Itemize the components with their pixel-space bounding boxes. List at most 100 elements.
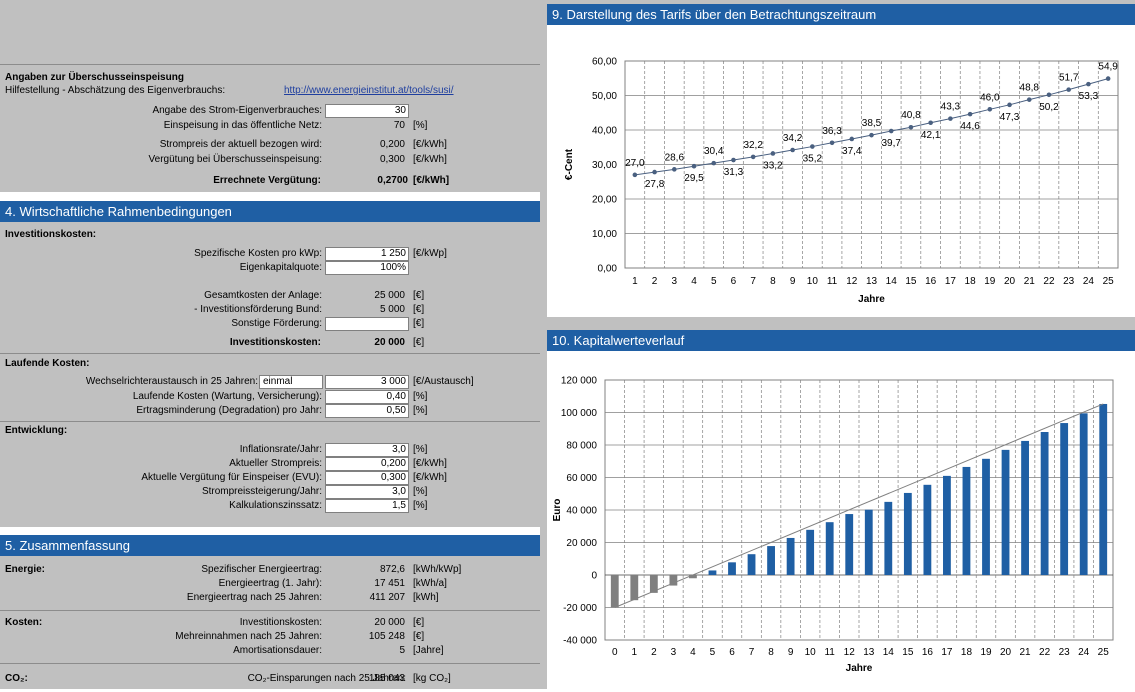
- field-value: 0,200: [379, 139, 405, 150]
- section5-panel: [0, 556, 540, 689]
- data-point: [987, 107, 993, 112]
- x-tick-label: 17: [945, 276, 957, 287]
- bar: [649, 575, 658, 593]
- field-input[interactable]: 1 250: [325, 247, 409, 261]
- field-label: Spezifische Kosten pro kWp:: [194, 248, 322, 259]
- help-link[interactable]: http://www.energieinstitut.at/tools/susi…: [284, 85, 454, 96]
- field-unit: [€]: [413, 304, 425, 315]
- data-point: [849, 136, 855, 142]
- field-unit: [%]: [413, 444, 428, 455]
- data-label: 48,8: [1020, 83, 1040, 94]
- bar: [903, 492, 912, 575]
- x-tick-label: 14: [886, 276, 898, 287]
- field-input[interactable]: 0,40: [325, 390, 409, 404]
- field-input[interactable]: [325, 317, 409, 331]
- data-point: [770, 151, 776, 156]
- field-unit: [Jahre]: [413, 645, 444, 656]
- trend-line: [614, 403, 1104, 608]
- inverter-label: Wechselrichteraustausch in 25 Jahren:: [85, 376, 258, 387]
- divider: [0, 610, 540, 611]
- bar: [1079, 413, 1088, 575]
- inverter-value[interactable]: 3 000: [325, 375, 409, 389]
- field-value: 872,6: [379, 564, 405, 575]
- field-input[interactable]: 30: [325, 104, 409, 118]
- data-label: 44,6: [960, 121, 980, 132]
- field-value: 411 207: [369, 592, 405, 603]
- data-label: 37,4: [842, 146, 862, 157]
- x-tick-label: 9: [788, 647, 794, 658]
- data-label: 43,3: [941, 102, 961, 113]
- field-unit: [€/kWp]: [413, 248, 447, 259]
- x-tick-label: 21: [1024, 276, 1036, 287]
- invest-total-unit: [€]: [413, 337, 425, 348]
- x-tick-label: 21: [1020, 647, 1032, 658]
- x-tick-label: 17: [941, 647, 953, 658]
- data-label: 29,5: [684, 173, 704, 184]
- section4-panel: [0, 222, 540, 527]
- field-label: Amortisationsdauer:: [233, 645, 322, 656]
- surplus-panel: [0, 0, 540, 192]
- energy-title: Energie:: [5, 564, 46, 575]
- field-label: Laufende Kosten (Wartung, Versicherung):: [132, 391, 322, 402]
- co2-label: CO₂-Einsparungen nach 25 Jahren:: [247, 673, 406, 684]
- data-label: 39,7: [881, 138, 901, 149]
- data-point: [928, 120, 933, 126]
- inverter-select[interactable]: einmal: [259, 375, 323, 389]
- invest-total-value: 20 000: [374, 337, 405, 348]
- field-value: 0,300: [379, 154, 405, 165]
- bar: [728, 562, 736, 575]
- x-tick-label: 18: [961, 647, 973, 658]
- divider: [0, 64, 540, 65]
- data-point: [750, 154, 756, 160]
- divider: [0, 663, 540, 664]
- x-tick-label: 14: [883, 647, 895, 658]
- x-tick-label: 20: [1000, 647, 1012, 658]
- x-tick-label: 12: [846, 276, 858, 287]
- y-tick-label: 0,00: [598, 264, 618, 275]
- bar: [884, 501, 893, 575]
- field-unit: [€]: [413, 617, 425, 628]
- x-tick-label: 15: [902, 647, 914, 658]
- x-tick-label: 2: [651, 647, 657, 658]
- y-axis-title: €-Cent: [564, 148, 575, 180]
- field-input[interactable]: 0,300: [325, 471, 409, 485]
- field-label: Energieertrag (1. Jahr):: [218, 578, 322, 589]
- x-tick-label: 8: [770, 276, 776, 287]
- x-tick-label: 18: [965, 276, 977, 287]
- x-axis-title: Jahre: [858, 294, 885, 305]
- data-label: 28,6: [665, 152, 685, 163]
- help-label: Hilfestellung - Abschätzung des Eigenver…: [5, 85, 226, 96]
- x-tick-label: 22: [1039, 647, 1051, 658]
- data-label: 34,2: [783, 133, 803, 144]
- data-point: [810, 144, 815, 149]
- field-unit: [€]: [413, 631, 425, 642]
- bar: [747, 554, 756, 575]
- result-label: Errechnete Vergütung:: [213, 175, 321, 186]
- data-point: [711, 160, 717, 166]
- x-tick-label: 11: [824, 647, 835, 658]
- field-input[interactable]: 100%: [325, 261, 409, 275]
- y-tick-label: -40 000: [563, 636, 597, 647]
- field-input[interactable]: 0,50: [325, 404, 409, 418]
- x-tick-label: 7: [750, 276, 756, 287]
- field-unit: [€/kWh]: [413, 154, 447, 165]
- data-point: [1086, 81, 1091, 87]
- x-tick-label: 24: [1078, 647, 1090, 658]
- data-point: [1066, 87, 1071, 92]
- data-point: [888, 128, 894, 134]
- data-label: 27,8: [645, 179, 665, 190]
- field-input[interactable]: 3,0: [325, 443, 409, 457]
- field-label: Gesamtkosten der Anlage:: [204, 290, 322, 301]
- y-tick-label: 0: [591, 571, 597, 582]
- bar: [982, 458, 990, 575]
- field-input[interactable]: 3,0: [325, 485, 409, 499]
- y-tick-label: 120 000: [561, 376, 598, 387]
- x-tick-label: 10: [807, 276, 819, 287]
- field-input[interactable]: 0,200: [325, 457, 409, 471]
- field-input[interactable]: 1,5: [325, 499, 409, 513]
- field-label: Energieertrag nach 25 Jahren:: [186, 592, 322, 603]
- field-label: Vergütung bei Überschusseinspeisung:: [148, 154, 322, 165]
- result-value: 0,2700: [377, 175, 408, 186]
- co2-unit: [kg CO₂]: [413, 673, 451, 684]
- data-label: 47,3: [1000, 112, 1020, 123]
